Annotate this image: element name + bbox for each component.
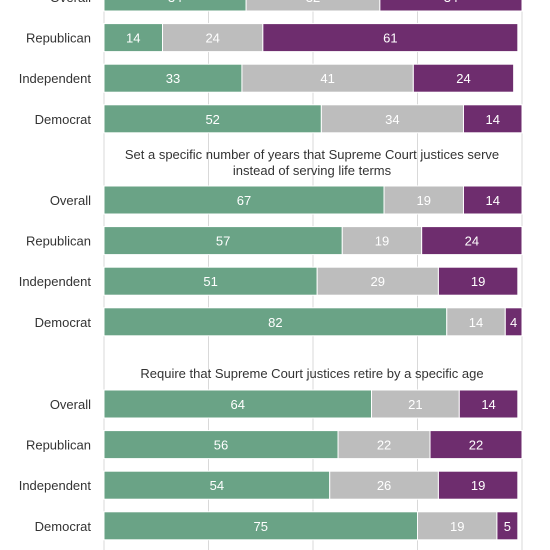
bar-segment-support [103, 0, 247, 12]
value-label: 24 [205, 31, 219, 46]
bar-segment-oppose [437, 470, 519, 500]
value-label: 51 [203, 274, 217, 289]
category-label: Republican [26, 234, 91, 249]
value-label: 75 [254, 519, 268, 534]
bar-segment-oppose [262, 23, 519, 53]
bar-segment-oppose [504, 307, 523, 337]
category-label: Overall [50, 0, 91, 5]
category-label: Independent [19, 71, 92, 86]
value-label: 14 [486, 112, 500, 127]
value-label: 24 [465, 234, 479, 249]
value-label: 26 [377, 478, 391, 493]
category-label: Independent [19, 274, 92, 289]
bar-segment-support [103, 511, 418, 541]
value-label: 41 [320, 71, 334, 86]
bar-segment-oppose [458, 389, 519, 419]
value-label: 64 [231, 397, 245, 412]
bar-segment-support [103, 389, 373, 419]
panel-title-2-line-2: instead of serving life terms [233, 163, 392, 178]
bar-segment-oppose [412, 63, 515, 93]
value-label: 67 [237, 193, 251, 208]
bar-segment-not-sure [241, 63, 414, 93]
bar-segment-support [103, 226, 343, 256]
value-label: 34 [168, 0, 182, 5]
bar-segment-support [103, 430, 339, 460]
bar-segment-oppose [496, 511, 519, 541]
value-label: 54 [210, 478, 224, 493]
value-label: 19 [471, 478, 485, 493]
bar-segment-not-sure [383, 185, 464, 215]
bar-segment-not-sure [446, 307, 506, 337]
bar-segment-support [103, 63, 243, 93]
bar-segment-oppose [462, 185, 523, 215]
value-label: 57 [216, 234, 230, 249]
panel-title-3-line-1: Require that Supreme Court justices reti… [140, 366, 483, 381]
category-label: Overall [50, 397, 91, 412]
value-label: 19 [471, 274, 485, 289]
value-label: 33 [166, 71, 180, 86]
value-label: 34 [444, 0, 458, 5]
value-label: 29 [371, 274, 385, 289]
category-label: Republican [26, 438, 91, 453]
value-label: 14 [486, 193, 500, 208]
bar-segment-support [103, 266, 318, 296]
bar-segment-not-sure [316, 266, 439, 296]
value-label: 34 [385, 112, 399, 127]
bar-segment-not-sure [337, 430, 431, 460]
bar-segment-support [103, 23, 164, 53]
bar-segment-oppose [429, 430, 523, 460]
category-label: Overall [50, 193, 91, 208]
category-label: Democrat [35, 519, 92, 534]
value-label: 52 [205, 112, 219, 127]
value-label: 22 [377, 438, 391, 453]
value-label: 61 [383, 31, 397, 46]
value-label: 19 [417, 193, 431, 208]
value-label: 4 [510, 315, 517, 330]
value-label: 14 [126, 31, 140, 46]
value-label: 14 [469, 315, 483, 330]
value-label: 5 [504, 519, 511, 534]
category-label: Republican [26, 31, 91, 46]
bar-segment-not-sure [329, 470, 439, 500]
value-label: 22 [469, 438, 483, 453]
bar-segment-oppose [421, 226, 523, 256]
value-label: 24 [456, 71, 470, 86]
bar-segment-oppose [379, 0, 523, 12]
value-label: 82 [268, 315, 282, 330]
value-label: 21 [408, 397, 422, 412]
category-label: Independent [19, 478, 92, 493]
bar-segment-not-sure [245, 0, 381, 12]
value-label: 19 [375, 234, 389, 249]
value-label: 14 [481, 397, 495, 412]
category-label: Democrat [35, 315, 92, 330]
value-label: 19 [450, 519, 464, 534]
value-label: 32 [306, 0, 320, 5]
bar-segment-not-sure [341, 226, 423, 256]
value-label: 56 [214, 438, 228, 453]
bar-segment-support [103, 470, 331, 500]
bar-segment-support [103, 307, 448, 337]
bar-segment-oppose [437, 266, 519, 296]
bar-segment-oppose [462, 104, 523, 134]
bar-segment-not-sure [162, 23, 264, 53]
panel-title-2-line-1: Set a specific number of years that Supr… [125, 147, 499, 162]
category-label: Democrat [35, 112, 92, 127]
